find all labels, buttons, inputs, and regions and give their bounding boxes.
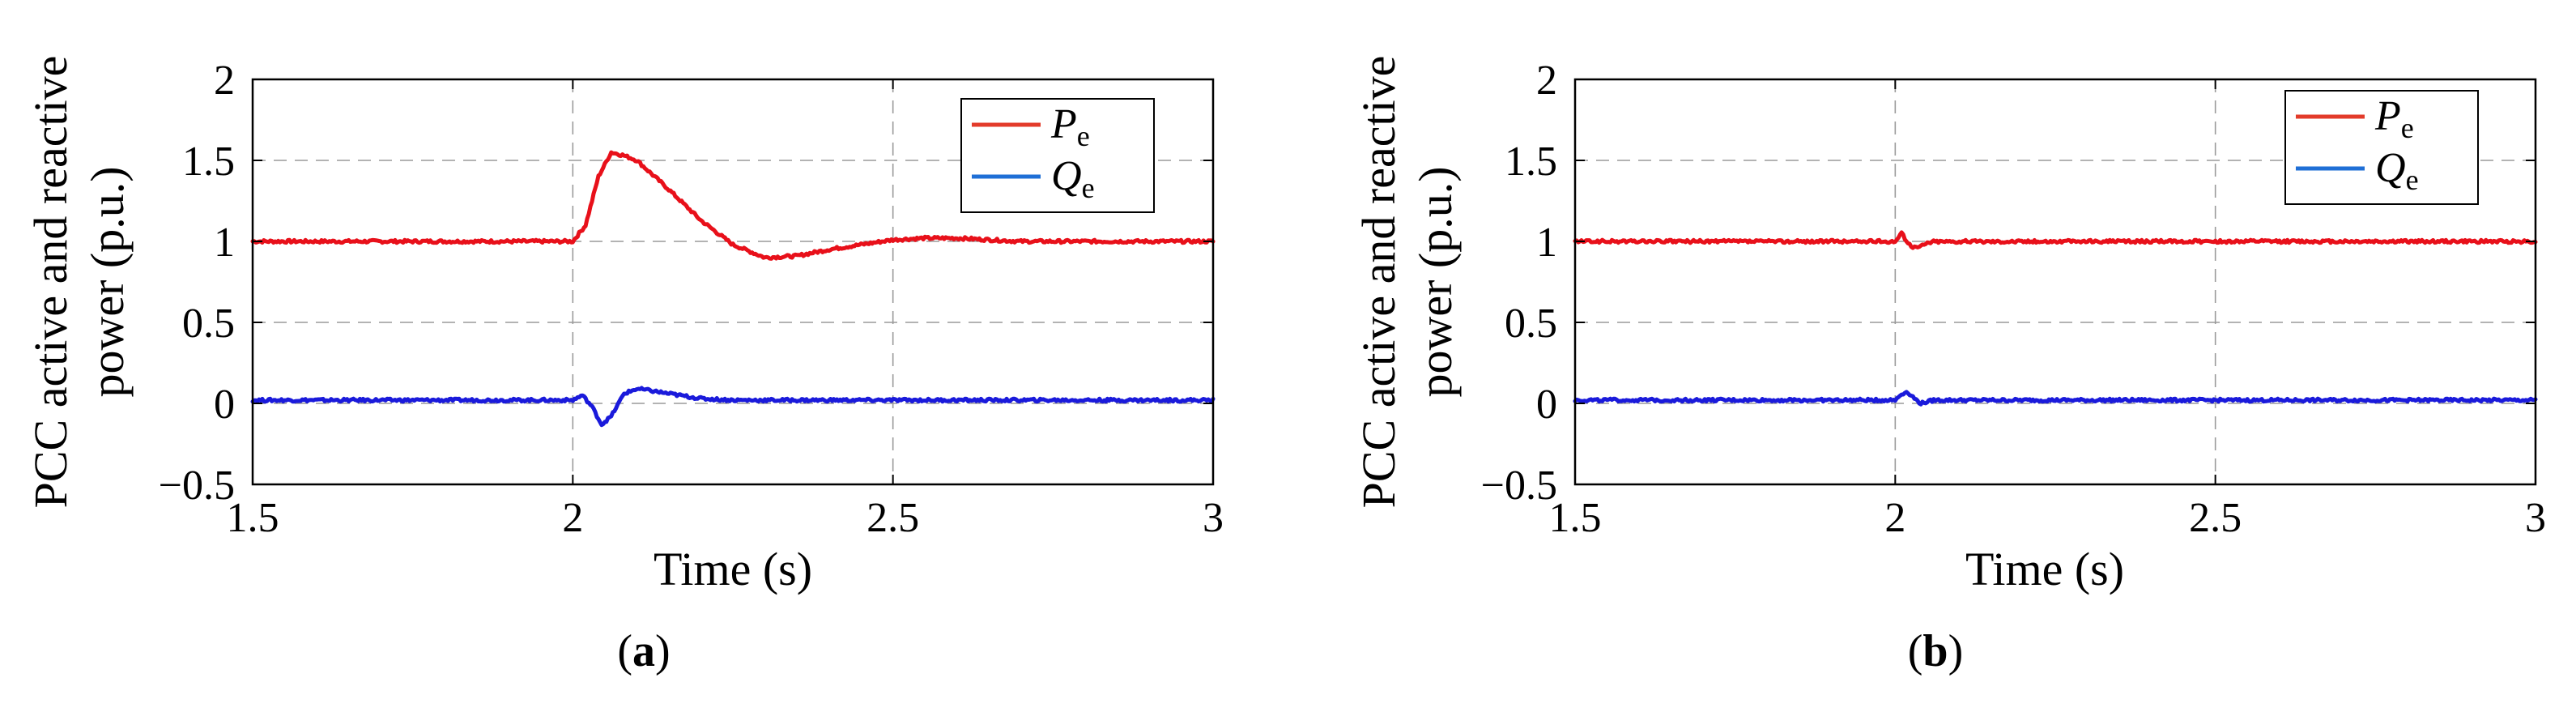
- ticks-a: [252, 79, 1214, 485]
- chart-panel-a: 1.5 2 2.5 3 −0.5 0 0.5 1 1.5 2 Time (s) PCC acti…: [24, 56, 1224, 676]
- y-tick-label-b-2: 0.5: [1505, 301, 1557, 347]
- legend-box-a: [960, 98, 1155, 213]
- x-tick-labels-b: 1.5 2 2.5 3: [1549, 495, 2547, 541]
- y-tick-label-a-5: 2: [214, 58, 235, 104]
- x-tick-label-b-0: 1.5: [1549, 495, 1602, 541]
- ticks-b: [1574, 79, 2536, 485]
- y-tick-label-a-0: −0.5: [159, 463, 235, 509]
- legend-b: Pe Qe: [2284, 90, 2479, 205]
- series-line-q-b: [1573, 390, 2538, 407]
- x-tick-label-b-1: 2: [1884, 495, 1905, 541]
- plot-frame-b: [1573, 78, 2537, 486]
- x-axis-label-a: Time (s): [654, 543, 812, 595]
- y-axis-label-line1-a: PCC active and reactive: [24, 56, 77, 509]
- x-axis-label-b: Time (s): [1965, 543, 2124, 595]
- y-tick-label-a-2: 0.5: [182, 301, 235, 347]
- y-tick-label-a-1: 0: [214, 382, 235, 428]
- y-tick-label-b-0: −0.5: [1481, 463, 1557, 509]
- y-tick-labels-b: −0.5 0 0.5 1 1.5 2: [1481, 58, 1557, 509]
- series-line-p-b: [1573, 230, 2538, 250]
- y-axis-label-line2-a: power (p.u.): [81, 166, 134, 397]
- legend-label-p-a: Pe: [1050, 101, 1090, 152]
- series-layer-a: [250, 150, 1216, 428]
- y-tick-label-b-4: 1.5: [1505, 139, 1557, 185]
- series-layer-b: [1573, 230, 2538, 407]
- legend-label-q-a: Qe: [1051, 153, 1095, 204]
- panel-label-a: (a): [617, 626, 670, 676]
- panel-label-b: (b): [1908, 626, 1963, 676]
- x-tick-label-b-2: 2.5: [2189, 495, 2242, 541]
- y-axis-label-line2-b: power (p.u.): [1409, 166, 1462, 397]
- legend-box-b: [2284, 90, 2479, 205]
- legend-a: Pe Qe: [960, 98, 1155, 213]
- y-tick-label-b-1: 0: [1536, 382, 1557, 428]
- y-tick-label-b-5: 2: [1536, 58, 1557, 104]
- plot-frame-a: [251, 78, 1215, 486]
- x-tick-label-a-1: 2: [562, 495, 583, 541]
- series-line-q-a: [250, 386, 1216, 428]
- x-tick-labels-a: 1.5 2 2.5 3: [227, 495, 1224, 541]
- y-tick-label-a-4: 1.5: [182, 139, 235, 185]
- legend-label-p-b: Pe: [2374, 93, 2414, 144]
- x-tick-label-b-3: 3: [2525, 495, 2546, 541]
- y-axis-label-line1-b: PCC active and reactive: [1352, 56, 1405, 509]
- series-line-p-a: [250, 150, 1216, 261]
- x-tick-label-a-2: 2.5: [866, 495, 919, 541]
- chart-panel-b: 1.5 2 2.5 3 −0.5 0 0.5 1 1.5 2 Time (s) PCC acti…: [1352, 56, 2546, 676]
- x-tick-label-a-0: 1.5: [227, 495, 279, 541]
- y-tick-labels-a: −0.5 0 0.5 1 1.5 2: [159, 58, 235, 509]
- x-tick-label-a-3: 3: [1203, 495, 1224, 541]
- y-tick-label-a-3: 1: [214, 220, 235, 266]
- y-tick-label-b-3: 1: [1536, 220, 1557, 266]
- legend-label-q-b: Qe: [2375, 145, 2419, 196]
